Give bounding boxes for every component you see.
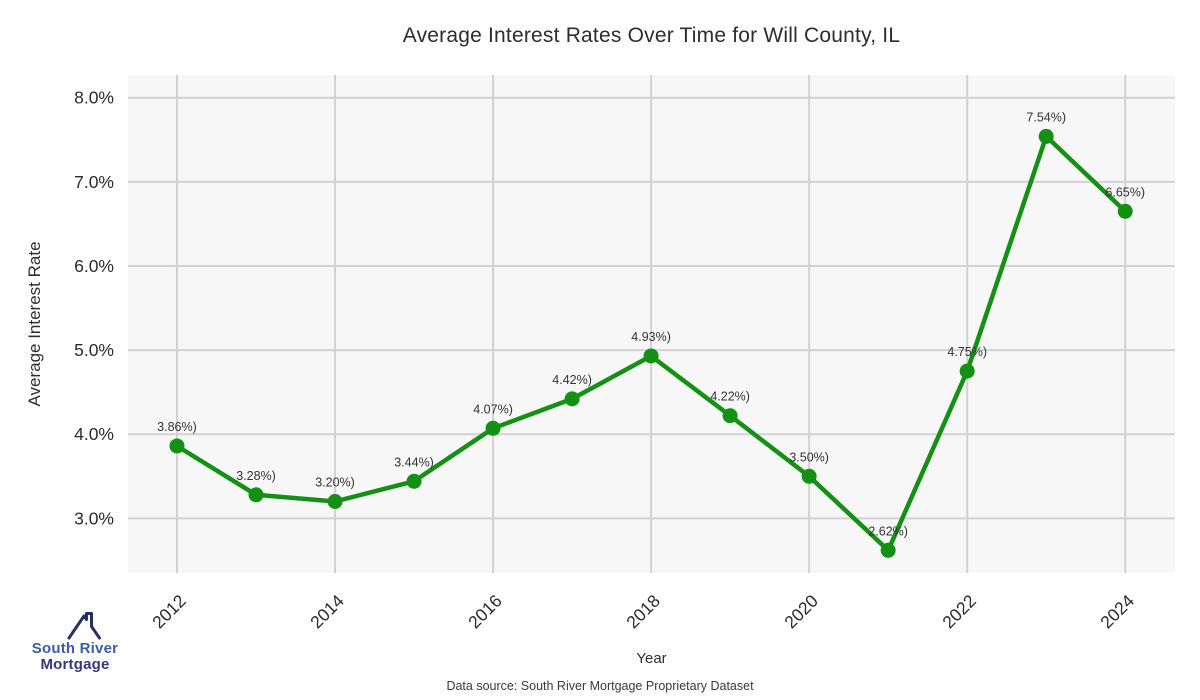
- south-river-mortgage-logo: South River Mortgage: [16, 610, 134, 673]
- x-tick-label: 2016: [464, 591, 506, 633]
- data-point-marker: [959, 363, 975, 379]
- data-point-label: 3.44%): [394, 455, 434, 469]
- y-tick-label: 4.0%: [74, 424, 114, 444]
- data-point-label: 3.28%): [236, 469, 276, 483]
- logo-text-mortgage: Mortgage: [40, 655, 110, 673]
- data-point-marker: [722, 408, 738, 424]
- data-point-label: 4.93%): [631, 330, 671, 344]
- x-tick-label: 2020: [780, 591, 822, 633]
- y-axis-title: Average Interest Rate: [25, 241, 44, 407]
- x-tick-label: 2022: [938, 591, 980, 633]
- y-tick-label: 5.0%: [74, 340, 114, 360]
- data-point-marker: [169, 438, 185, 454]
- data-point-marker: [1117, 203, 1133, 219]
- x-axis-title: Year: [636, 650, 667, 667]
- x-tick-label: 2018: [622, 591, 664, 633]
- data-point-label: 4.75%): [947, 345, 987, 359]
- data-point-label: 7.54%): [1026, 110, 1066, 124]
- data-point-label: 4.07%): [473, 402, 513, 416]
- data-point-marker: [485, 420, 501, 436]
- data-point-label: 6.65%): [1105, 185, 1145, 199]
- x-tick-label: 2014: [306, 591, 348, 633]
- y-tick-label: 7.0%: [74, 172, 114, 192]
- data-point-marker: [327, 493, 343, 509]
- data-point-marker: [880, 542, 896, 558]
- chart-title: Average Interest Rates Over Time for Wil…: [402, 24, 901, 47]
- x-tick-label: 2012: [148, 591, 190, 633]
- data-point-label: 2.62%): [868, 524, 908, 538]
- data-point-marker: [248, 487, 264, 503]
- data-point-marker: [406, 473, 422, 489]
- y-tick-label: 3.0%: [74, 508, 114, 528]
- house-roof-icon: [67, 612, 101, 640]
- data-point-label: 3.20%): [315, 475, 355, 489]
- data-point-label: 3.86%): [157, 420, 197, 434]
- x-tick-label: 2024: [1096, 591, 1138, 633]
- data-point-marker: [643, 348, 659, 364]
- y-tick-label: 6.0%: [74, 256, 114, 276]
- logo-text-south-river: South River: [31, 640, 119, 657]
- y-tick-label: 8.0%: [74, 88, 114, 108]
- data-point-marker: [1038, 128, 1054, 144]
- data-point-label: 4.42%): [552, 373, 592, 387]
- data-point-label: 3.50%): [789, 450, 829, 464]
- data-point-marker: [564, 391, 580, 407]
- data-point-label: 4.22%): [710, 390, 750, 404]
- data-point-marker: [801, 468, 817, 484]
- data-source-note: Data source: South River Mortgage Propri…: [446, 679, 754, 693]
